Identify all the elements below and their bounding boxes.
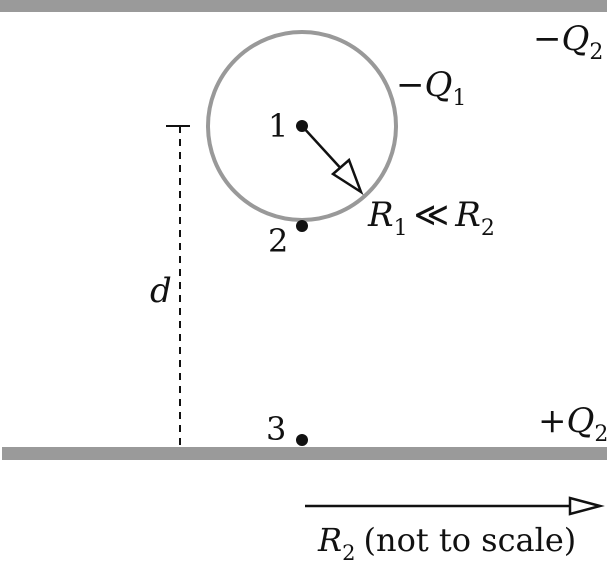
- top-plate-charge-label: −Q2: [533, 19, 603, 65]
- point-1-dot: [296, 120, 308, 132]
- radius-arrow-head: [330, 157, 364, 196]
- point-1-label: 1: [268, 107, 288, 145]
- distance-label-bg: [146, 272, 176, 310]
- top-plate: [0, 0, 607, 12]
- scale-arrow-label: R2 (not to scale): [317, 521, 576, 565]
- radius-arrow-shaft: [301, 125, 346, 174]
- sphere-charge-label: −Q1: [396, 65, 466, 111]
- radius-relation-label: R1 ≪ R2: [367, 195, 495, 241]
- point-3-label: 3: [266, 410, 286, 448]
- bottom-plate-charge-label: +Q2: [538, 401, 607, 447]
- point-2-label: 2: [268, 222, 288, 260]
- scale-arrow-head: [568, 496, 605, 516]
- point-2-dot: [296, 220, 308, 232]
- bottom-plate: [2, 447, 607, 460]
- point-3-dot: [296, 434, 308, 446]
- distance-label: d: [150, 271, 172, 311]
